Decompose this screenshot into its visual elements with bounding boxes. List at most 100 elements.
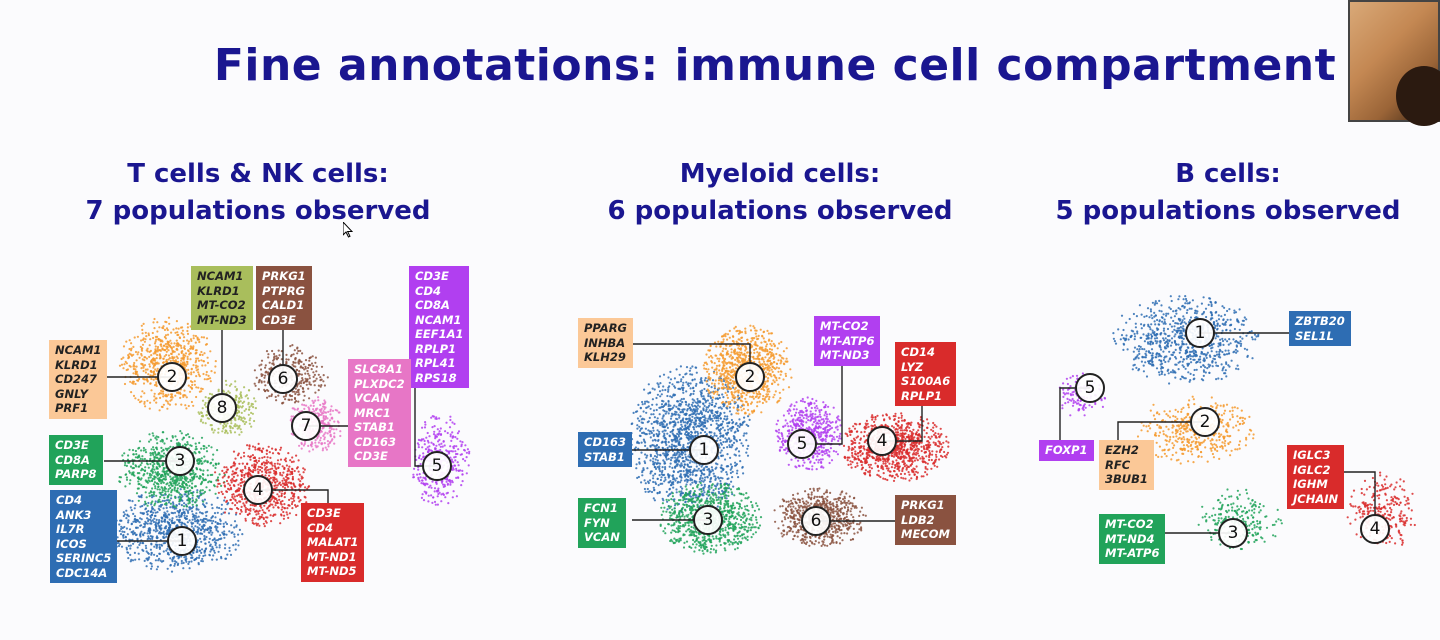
marker-gene: S100A6: [901, 374, 951, 388]
marker-gene: MT-ND1: [307, 549, 357, 564]
marker-gene: CD14: [901, 345, 935, 359]
section-1-cluster-6-marker-box: PRKG1 PTPRG CALD1 CD3E: [256, 266, 312, 330]
marker-gene: STAB1: [584, 449, 625, 464]
marker-gene: SEL1L: [1295, 328, 1334, 343]
section-3-cluster-4-marker-box: IGLC3 IGLC2 IGHM JCHAIN: [1287, 445, 1345, 509]
t-nk-heading: T cells & NK cells: 7 populations observ…: [48, 156, 468, 230]
marker-gene: PTPRG: [262, 283, 305, 298]
marker-gene: INHBA: [584, 335, 626, 350]
marker-gene: IGLC3: [1293, 448, 1331, 462]
section-1-cluster-7-marker-box: SLC8A1 PLXDC2 VCAN MRC1 STAB1 CD163 CD3E: [348, 359, 411, 467]
section-1-cluster-2-label: 2: [157, 362, 187, 392]
marker-gene: GNLY: [55, 386, 88, 401]
marker-gene: MT-ATP6: [820, 333, 875, 348]
b-cells-heading-line1: B cells:: [1175, 159, 1281, 189]
marker-gene: RFC: [1105, 457, 1131, 472]
marker-gene: KLRD1: [55, 357, 98, 372]
section-3-cluster-2-label: 2: [1190, 407, 1220, 437]
section-1-cluster-4-leader: [258, 489, 329, 503]
slide-title: Fine annotations: immune cell compartmen…: [213, 40, 1337, 91]
marker-gene: MT-CO2: [197, 298, 246, 312]
section-1-cluster-8-label: 8: [207, 393, 237, 423]
marker-gene: CD3E: [262, 312, 296, 327]
section-1-cluster-8-marker-box: NCAM1 KLRD1 MT-CO2 MT-ND3: [191, 266, 253, 330]
marker-gene: STAB1: [354, 420, 395, 434]
marker-gene: SERINC5: [56, 551, 112, 565]
marker-gene: EEF1A1: [415, 327, 464, 341]
b-cells-heading-line2: 5 populations observed: [1055, 196, 1401, 226]
section-1-cluster-3-marker-box: CD3E CD8A PARP8: [49, 435, 103, 485]
myeloid-heading-line1: Myeloid cells:: [679, 159, 881, 189]
section-2-cluster-2-label: 2: [735, 362, 765, 392]
section-3-cluster-4-leader: [1342, 471, 1376, 529]
section-1-cluster-1-label: 1: [167, 526, 197, 556]
marker-gene: PRF1: [55, 401, 89, 415]
marker-gene: IGLC2: [1293, 462, 1331, 477]
section-1-cluster-7-label: 7: [291, 411, 321, 441]
marker-gene: MT-ND4: [1105, 531, 1155, 546]
b-cells-heading: B cells: 5 populations observed: [1018, 156, 1438, 230]
marker-gene: CD3E: [307, 506, 341, 520]
marker-gene: RPS18: [415, 370, 457, 385]
marker-gene: RPLP1: [415, 341, 457, 356]
marker-gene: ICOS: [56, 536, 87, 551]
section-2-cluster-4-label: 4: [867, 426, 897, 456]
presenter-silhouette: [1396, 66, 1440, 126]
marker-gene: 3BUB1: [1105, 472, 1148, 486]
section-2-cluster-4-marker-box: CD14 LYZ S100A6 RPLP1: [895, 342, 957, 406]
marker-gene: CD4: [415, 283, 441, 298]
marker-gene: ZBTB20: [1295, 314, 1345, 328]
marker-gene: CD4: [56, 493, 82, 507]
marker-gene: CALD1: [262, 298, 305, 312]
section-2-cluster-6-marker-box: PRKG1 LDB2 MECOM: [895, 495, 956, 545]
marker-gene: CD163: [354, 434, 396, 449]
section-1-cluster-2-marker-box: NCAM1 KLRD1 CD247 GNLY PRF1: [49, 340, 108, 419]
marker-gene: FCN1: [584, 501, 618, 515]
section-3-cluster-2-marker-box: EZH2 RFC 3BUB1: [1099, 440, 1154, 490]
marker-gene: MRC1: [354, 405, 391, 420]
section-1-cluster-5-label: 5: [422, 451, 452, 481]
t-nk-heading-line2: 7 populations observed: [85, 196, 431, 226]
section-1-cluster-4-marker-box: CD3E CD4 MALAT1 MT-ND1 MT-ND5: [301, 503, 365, 582]
section-2-cluster-6-label: 6: [801, 506, 831, 536]
marker-gene: CD4: [307, 520, 333, 535]
marker-gene: CD8A: [415, 298, 450, 312]
marker-gene: MALAT1: [307, 535, 359, 549]
marker-gene: PPARG: [584, 321, 627, 335]
section-3-cluster-1-points: [1112, 295, 1260, 385]
section-3-cluster-4-label: 4: [1360, 514, 1390, 544]
section-2-cluster-1-label: 1: [689, 435, 719, 465]
section-3-cluster-5-marker-box: FOXP1: [1039, 440, 1094, 461]
section-1-cluster-1-points: [106, 488, 244, 573]
webcam-thumbnail: [1348, 0, 1440, 126]
section-3-cluster-1-marker-box: ZBTB20 SEL1L: [1289, 311, 1351, 346]
marker-gene: IL7R: [56, 522, 85, 536]
marker-gene: MT-ND3: [197, 312, 247, 327]
myeloid-heading: Myeloid cells: 6 populations observed: [570, 156, 990, 230]
marker-gene: NCAM1: [415, 312, 462, 327]
marker-gene: NCAM1: [55, 343, 102, 357]
marker-gene: KLH29: [584, 350, 626, 364]
section-2-cluster-5-marker-box: MT-CO2 MT-ATP6 MT-ND3: [814, 316, 881, 366]
section-3-cluster-2-leader: [1117, 421, 1205, 440]
marker-gene: CD3E: [55, 438, 89, 452]
marker-gene: LDB2: [901, 512, 935, 527]
marker-gene: MT-ND3: [820, 348, 870, 362]
marker-gene: CD247: [55, 372, 97, 386]
marker-gene: VCAN: [354, 391, 390, 405]
section-2-cluster-1-marker-box: CD163 STAB1: [578, 432, 632, 467]
marker-gene: FOXP1: [1045, 443, 1088, 457]
section-2-cluster-3-marker-box: FCN1 FYN VCAN: [578, 498, 626, 548]
section-3-cluster-1-label: 1: [1185, 318, 1215, 348]
marker-gene: CD3E: [415, 269, 449, 283]
section-1-cluster-4-label: 4: [243, 475, 273, 505]
myeloid-heading-line2: 6 populations observed: [607, 196, 953, 226]
marker-gene: FYN: [584, 515, 610, 530]
section-2-cluster-5-label: 5: [787, 429, 817, 459]
marker-gene: MT-CO2: [820, 319, 869, 333]
marker-gene: MT-ATP6: [1105, 546, 1160, 560]
marker-gene: MT-CO2: [1105, 517, 1154, 531]
marker-gene: PRKG1: [262, 269, 306, 283]
section-3-cluster-3-label: 3: [1218, 518, 1248, 548]
section-2-cluster-5-points: [774, 396, 843, 471]
